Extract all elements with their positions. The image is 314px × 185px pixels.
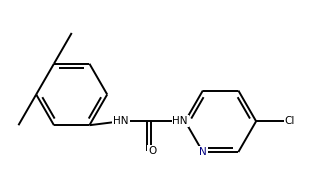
Text: Cl: Cl <box>285 116 295 126</box>
Text: N: N <box>199 147 207 157</box>
Text: HN: HN <box>172 116 188 126</box>
Text: O: O <box>148 146 156 156</box>
Text: HN: HN <box>113 116 129 126</box>
